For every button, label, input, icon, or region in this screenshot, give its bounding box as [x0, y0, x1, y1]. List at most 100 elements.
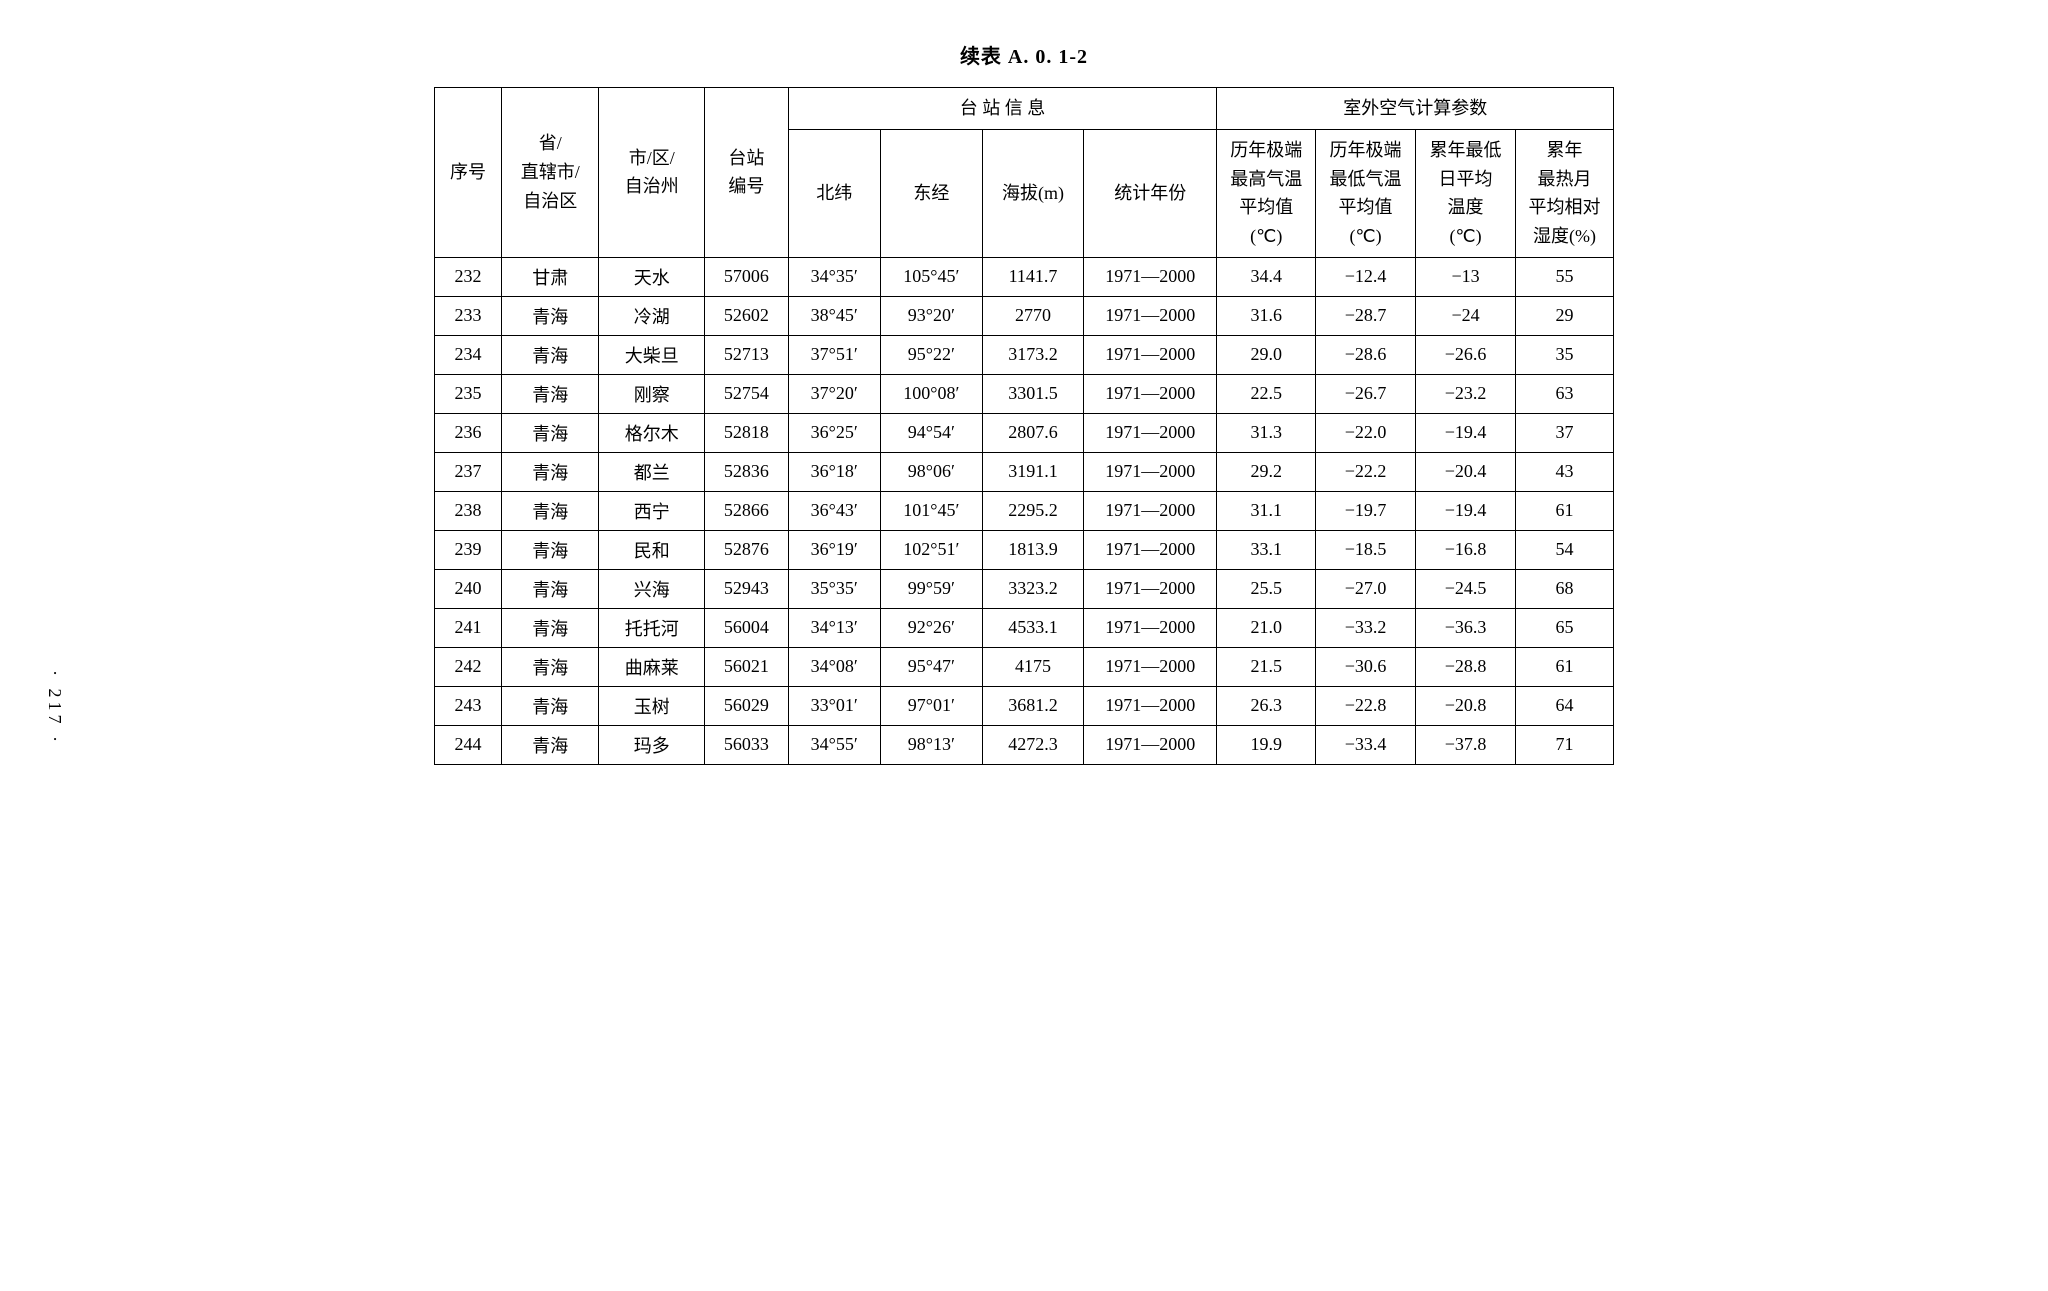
table-row: 234青海大柴旦5271337°51′95°22′3173.21971—2000… [435, 335, 1614, 374]
cell-city: 刚察 [599, 374, 705, 413]
cell-humidity: 65 [1516, 608, 1614, 647]
cell-province: 甘肃 [502, 257, 599, 296]
cell-altitude: 4175 [982, 647, 1083, 686]
cell-altitude: 1813.9 [982, 530, 1083, 569]
cell-province: 青海 [502, 296, 599, 335]
cell-province: 青海 [502, 569, 599, 608]
cell-low_daily_avg: −28.8 [1416, 647, 1516, 686]
cell-years: 1971—2000 [1084, 257, 1217, 296]
cell-station_no: 57006 [705, 257, 788, 296]
cell-lon: 93°20′ [880, 296, 982, 335]
cell-years: 1971—2000 [1084, 686, 1217, 725]
header-min-temp: 历年极端最低气温平均值(℃) [1316, 129, 1416, 257]
cell-lat: 36°43′ [788, 491, 880, 530]
cell-years: 1971—2000 [1084, 530, 1217, 569]
cell-min_temp: −18.5 [1316, 530, 1416, 569]
cell-min_temp: −28.6 [1316, 335, 1416, 374]
cell-low_daily_avg: −16.8 [1416, 530, 1516, 569]
cell-station_no: 52713 [705, 335, 788, 374]
cell-city: 兴海 [599, 569, 705, 608]
cell-years: 1971—2000 [1084, 569, 1217, 608]
cell-altitude: 1141.7 [982, 257, 1083, 296]
table-row: 233青海冷湖5260238°45′93°20′27701971—200031.… [435, 296, 1614, 335]
cell-humidity: 71 [1516, 725, 1614, 764]
cell-min_temp: −12.4 [1316, 257, 1416, 296]
cell-station_no: 52754 [705, 374, 788, 413]
cell-max_temp: 25.5 [1217, 569, 1316, 608]
table-row: 244青海玛多5603334°55′98°13′4272.31971—20001… [435, 725, 1614, 764]
cell-low_daily_avg: −26.6 [1416, 335, 1516, 374]
cell-altitude: 4272.3 [982, 725, 1083, 764]
header-lat: 北纬 [788, 129, 880, 257]
cell-city: 玛多 [599, 725, 705, 764]
cell-lon: 101°45′ [880, 491, 982, 530]
cell-seq: 244 [435, 725, 502, 764]
table-row: 241青海托托河5600434°13′92°26′4533.11971—2000… [435, 608, 1614, 647]
cell-lon: 105°45′ [880, 257, 982, 296]
cell-city: 大柴旦 [599, 335, 705, 374]
cell-low_daily_avg: −13 [1416, 257, 1516, 296]
header-group-station-info: 台 站 信 息 [788, 88, 1217, 130]
cell-lat: 37°51′ [788, 335, 880, 374]
header-station-no: 台站编号 [705, 88, 788, 258]
cell-low_daily_avg: −20.4 [1416, 452, 1516, 491]
cell-lon: 92°26′ [880, 608, 982, 647]
cell-city: 民和 [599, 530, 705, 569]
cell-lat: 34°13′ [788, 608, 880, 647]
cell-province: 青海 [502, 608, 599, 647]
cell-province: 青海 [502, 530, 599, 569]
cell-humidity: 61 [1516, 647, 1614, 686]
cell-min_temp: −30.6 [1316, 647, 1416, 686]
cell-lat: 33°01′ [788, 686, 880, 725]
cell-seq: 237 [435, 452, 502, 491]
cell-altitude: 4533.1 [982, 608, 1083, 647]
header-lon: 东经 [880, 129, 982, 257]
cell-city: 天水 [599, 257, 705, 296]
cell-lat: 36°19′ [788, 530, 880, 569]
cell-altitude: 2295.2 [982, 491, 1083, 530]
cell-min_temp: −22.2 [1316, 452, 1416, 491]
cell-min_temp: −33.2 [1316, 608, 1416, 647]
cell-years: 1971—2000 [1084, 725, 1217, 764]
cell-altitude: 3173.2 [982, 335, 1083, 374]
cell-lon: 99°59′ [880, 569, 982, 608]
cell-lat: 34°55′ [788, 725, 880, 764]
table-title: 续表 A. 0. 1-2 [60, 40, 1988, 69]
cell-lat: 35°35′ [788, 569, 880, 608]
cell-seq: 233 [435, 296, 502, 335]
header-seq: 序号 [435, 88, 502, 258]
cell-seq: 241 [435, 608, 502, 647]
data-table: 序号 省/直辖市/自治区 市/区/自治州 台站编号 台 站 信 息 室外空气计算… [434, 87, 1614, 765]
cell-seq: 243 [435, 686, 502, 725]
cell-max_temp: 31.3 [1217, 413, 1316, 452]
cell-province: 青海 [502, 686, 599, 725]
cell-years: 1971—2000 [1084, 647, 1217, 686]
cell-seq: 235 [435, 374, 502, 413]
cell-station_no: 56029 [705, 686, 788, 725]
table-row: 232甘肃天水5700634°35′105°45′1141.71971—2000… [435, 257, 1614, 296]
cell-max_temp: 31.1 [1217, 491, 1316, 530]
cell-humidity: 54 [1516, 530, 1614, 569]
cell-years: 1971—2000 [1084, 413, 1217, 452]
cell-humidity: 55 [1516, 257, 1614, 296]
table-row: 243青海玉树5602933°01′97°01′3681.21971—20002… [435, 686, 1614, 725]
cell-station_no: 52818 [705, 413, 788, 452]
cell-lon: 97°01′ [880, 686, 982, 725]
table-row: 238青海西宁5286636°43′101°45′2295.21971—2000… [435, 491, 1614, 530]
cell-max_temp: 34.4 [1217, 257, 1316, 296]
header-province: 省/直辖市/自治区 [502, 88, 599, 258]
table-row: 236青海格尔木5281836°25′94°54′2807.61971—2000… [435, 413, 1614, 452]
cell-lat: 36°18′ [788, 452, 880, 491]
cell-years: 1971—2000 [1084, 491, 1217, 530]
cell-max_temp: 29.0 [1217, 335, 1316, 374]
cell-years: 1971—2000 [1084, 335, 1217, 374]
cell-lat: 36°25′ [788, 413, 880, 452]
cell-humidity: 63 [1516, 374, 1614, 413]
cell-min_temp: −33.4 [1316, 725, 1416, 764]
header-years: 统计年份 [1084, 129, 1217, 257]
cell-province: 青海 [502, 335, 599, 374]
cell-max_temp: 19.9 [1217, 725, 1316, 764]
cell-station_no: 52836 [705, 452, 788, 491]
cell-seq: 242 [435, 647, 502, 686]
cell-lon: 100°08′ [880, 374, 982, 413]
